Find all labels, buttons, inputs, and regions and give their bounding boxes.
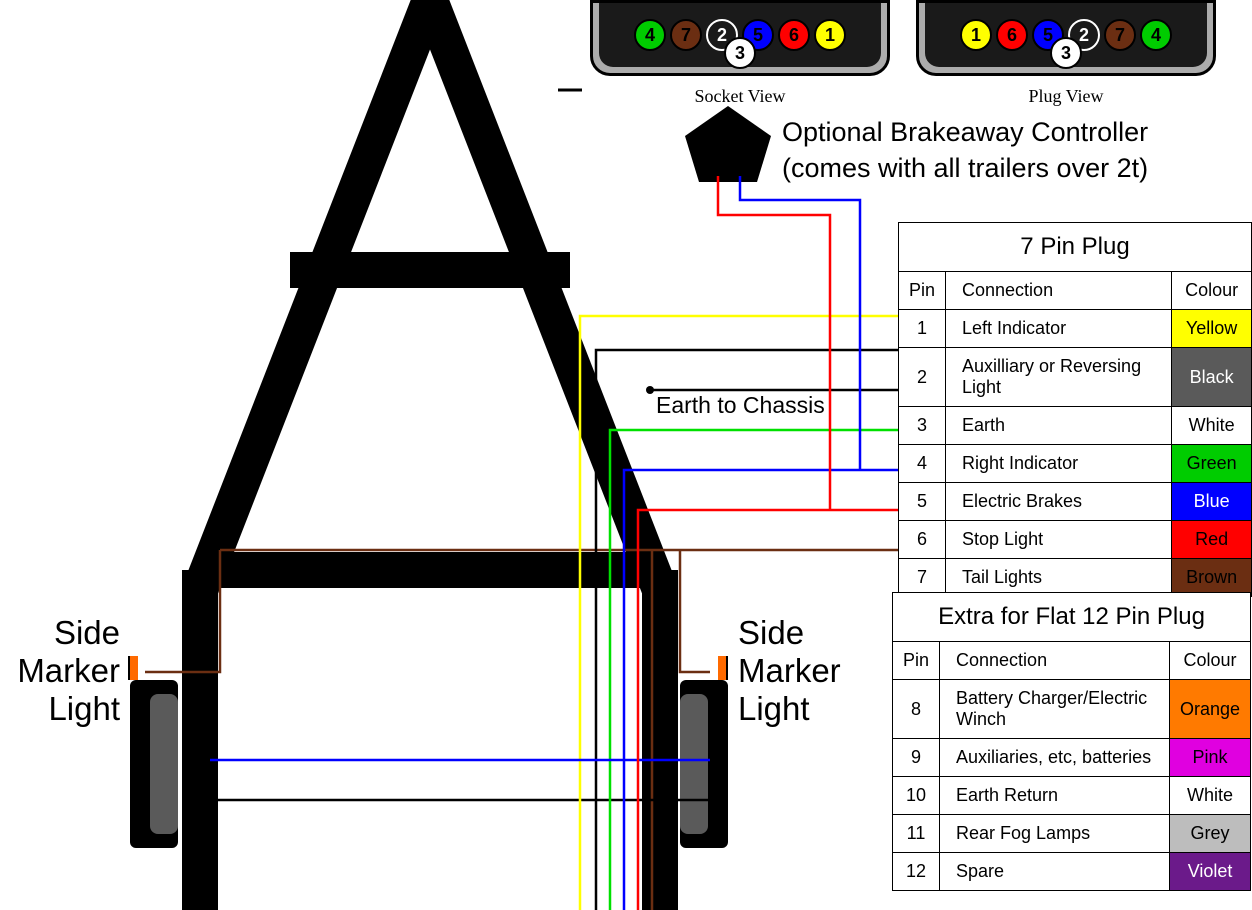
- cell-connection: Rear Fog Lamps: [940, 815, 1170, 853]
- cell-connection: Auxiliaries, etc, batteries: [940, 739, 1170, 777]
- cell-connection: Battery Charger/Electric Winch: [940, 680, 1170, 739]
- cell-connection: Earth: [946, 407, 1172, 445]
- cell-connection: Tail Lights: [946, 559, 1172, 597]
- table-row: 1Left IndicatorYellow: [899, 310, 1252, 348]
- cell-pin: 1: [899, 310, 946, 348]
- cell-pin: 8: [893, 680, 940, 739]
- cell-colour: Red: [1172, 521, 1252, 559]
- cell-colour: Yellow: [1172, 310, 1252, 348]
- table-row: 5Electric BrakesBlue: [899, 483, 1252, 521]
- table12-head-colour: Colour: [1170, 642, 1251, 680]
- cell-connection: Electric Brakes: [946, 483, 1172, 521]
- table-row: 10Earth ReturnWhite: [893, 777, 1251, 815]
- pin-table-12-title: Extra for Flat 12 Pin Plug: [892, 592, 1251, 641]
- table-row: 6Stop LightRed: [899, 521, 1252, 559]
- cell-pin: 9: [893, 739, 940, 777]
- cell-connection: Stop Light: [946, 521, 1172, 559]
- cell-connection: Auxilliary or Reversing Light: [946, 348, 1172, 407]
- cell-pin: 4: [899, 445, 946, 483]
- table7-head-colour: Colour: [1172, 272, 1252, 310]
- pin-circle: 7: [1104, 19, 1136, 51]
- pin-circle: 1: [960, 19, 992, 51]
- cell-pin: 10: [893, 777, 940, 815]
- pin-circle: 4: [1140, 19, 1172, 51]
- table-row: 8Battery Charger/Electric WinchOrange: [893, 680, 1251, 739]
- pin-table-7-title: 7 Pin Plug: [898, 222, 1252, 271]
- pin-circle: 6: [996, 19, 1028, 51]
- table-row: 4Right IndicatorGreen: [899, 445, 1252, 483]
- cell-colour: Pink: [1170, 739, 1251, 777]
- trailer-frame: [0, 0, 900, 910]
- cell-colour: White: [1170, 777, 1251, 815]
- cell-pin: 6: [899, 521, 946, 559]
- table-row: 12SpareViolet: [893, 853, 1251, 891]
- cell-connection: Earth Return: [940, 777, 1170, 815]
- cell-connection: Spare: [940, 853, 1170, 891]
- plug-connector: 1652743: [916, 0, 1216, 76]
- cell-colour: Green: [1172, 445, 1252, 483]
- pin-circle: 3: [1050, 37, 1082, 69]
- table7-head-pin: Pin: [899, 272, 946, 310]
- cell-colour: Brown: [1172, 559, 1252, 597]
- table-row: 7Tail LightsBrown: [899, 559, 1252, 597]
- pin-table-7: 7 Pin Plug Pin Connection Colour 1Left I…: [898, 222, 1252, 597]
- cell-connection: Right Indicator: [946, 445, 1172, 483]
- cell-pin: 12: [893, 853, 940, 891]
- table-row: 3EarthWhite: [899, 407, 1252, 445]
- table12-head-pin: Pin: [893, 642, 940, 680]
- cell-colour: Violet: [1170, 853, 1251, 891]
- cell-colour: Grey: [1170, 815, 1251, 853]
- table-row: 2Auxilliary or Reversing LightBlack: [899, 348, 1252, 407]
- cell-colour: Blue: [1172, 483, 1252, 521]
- plug-pin-row: 1652743: [925, 3, 1207, 67]
- cell-colour: Orange: [1170, 680, 1251, 739]
- table7-head-conn: Connection: [946, 272, 1172, 310]
- table-row: 9Auxiliaries, etc, batteriesPink: [893, 739, 1251, 777]
- pin-table-12: Extra for Flat 12 Pin Plug Pin Connectio…: [892, 592, 1251, 891]
- cell-pin: 2: [899, 348, 946, 407]
- cell-pin: 7: [899, 559, 946, 597]
- plug-view-label: Plug View: [916, 86, 1216, 107]
- cell-pin: 3: [899, 407, 946, 445]
- table-row: 11Rear Fog LampsGrey: [893, 815, 1251, 853]
- cell-pin: 11: [893, 815, 940, 853]
- table12-head-conn: Connection: [940, 642, 1170, 680]
- cell-pin: 5: [899, 483, 946, 521]
- cell-connection: Left Indicator: [946, 310, 1172, 348]
- cell-colour: White: [1172, 407, 1252, 445]
- cell-colour: Black: [1172, 348, 1252, 407]
